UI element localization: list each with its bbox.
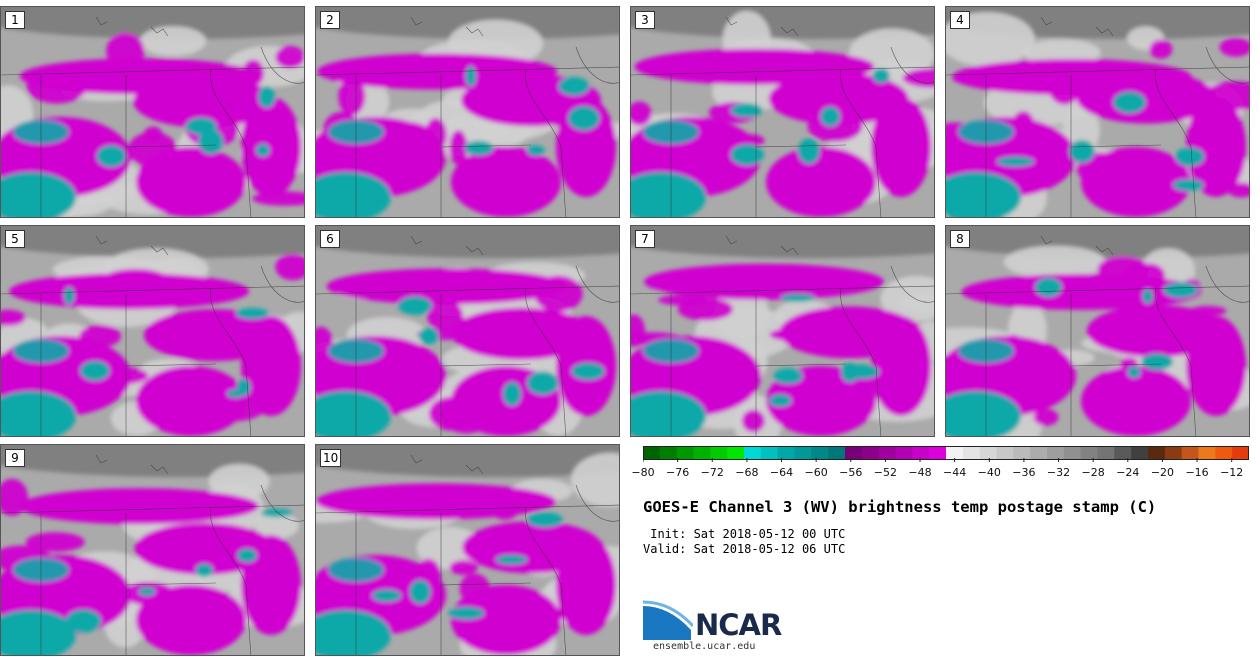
colorbar-tick-label: −68 xyxy=(735,466,759,479)
colorbar-swatch xyxy=(744,446,762,460)
panel-number: 6 xyxy=(320,230,340,248)
colorbar-tick-label: −16 xyxy=(1185,466,1209,479)
colorbar-swatch xyxy=(1232,446,1249,460)
colorbar-swatch xyxy=(710,446,728,460)
colorbar-swatch xyxy=(929,446,947,460)
colorbar-tick-label: −48 xyxy=(908,466,932,479)
colorbar-tick-label: −20 xyxy=(1150,466,1175,479)
member-panel: 4 xyxy=(945,6,1250,218)
valid-time: Valid: Sat 2018-05-12 06 UTC xyxy=(643,542,846,556)
colorbar-swatch xyxy=(996,446,1014,460)
colorbar-swatch xyxy=(811,446,829,460)
colorbar-tick-label: −52 xyxy=(873,466,897,479)
colorbar-swatch xyxy=(1164,446,1183,460)
colorbar-swatch xyxy=(1215,446,1233,460)
colorbar-swatch xyxy=(845,446,863,460)
panel-number: 3 xyxy=(635,11,655,29)
colorbar-swatch xyxy=(643,446,661,460)
colorbar-tick-label: −80 xyxy=(631,466,655,479)
member-panel: 3 xyxy=(630,6,935,218)
panel-number: 7 xyxy=(635,230,655,248)
colorbar-swatch xyxy=(1063,446,1082,460)
colorbar-swatch xyxy=(1148,446,1166,460)
water-vapor-map xyxy=(631,7,934,217)
colorbar-tick-label: −40 xyxy=(977,466,1001,479)
colorbar-swatch xyxy=(760,446,779,460)
member-panel: 7 xyxy=(630,225,935,437)
ncar-logo: NCAR ensemble.ucar.edu xyxy=(643,600,793,656)
member-panel: 6 xyxy=(315,225,620,437)
colorbar-swatch xyxy=(1114,446,1132,460)
colorbar-swatch xyxy=(962,446,981,460)
member-panel: 1 xyxy=(0,6,305,218)
colorbar-swatch xyxy=(1097,446,1115,460)
colorbar-tick-label: −32 xyxy=(1046,466,1071,479)
water-vapor-map xyxy=(1,445,304,655)
colorbar-swatch xyxy=(1030,446,1048,460)
colorbar-tick-label: −64 xyxy=(769,466,794,479)
water-vapor-map xyxy=(316,226,619,436)
colorbar-swatch xyxy=(1047,446,1065,460)
panel-number: 9 xyxy=(5,449,25,467)
panel-number: 1 xyxy=(5,11,25,29)
member-panel: 9 xyxy=(0,444,305,656)
panel-number: 10 xyxy=(320,449,342,467)
logo-url: ensemble.ucar.edu xyxy=(653,641,756,652)
water-vapor-map xyxy=(631,226,934,436)
colorbar-tick-label: −56 xyxy=(839,466,863,479)
panel-number: 8 xyxy=(950,230,970,248)
water-vapor-map xyxy=(1,7,304,217)
colorbar-swatches xyxy=(643,446,1249,462)
colorbar-tick-label: −72 xyxy=(700,466,724,479)
colorbar-swatch xyxy=(1013,446,1031,460)
colorbar-swatch xyxy=(727,446,745,460)
colorbar-swatch xyxy=(777,446,795,460)
colorbar-tick-label: −44 xyxy=(943,466,967,479)
colorbar-swatch xyxy=(878,446,896,460)
member-panel: 2 xyxy=(315,6,620,218)
colorbar-swatch xyxy=(659,446,678,460)
colorbar-swatch xyxy=(946,446,964,460)
colorbar-swatch xyxy=(861,446,880,460)
water-vapor-map xyxy=(316,7,619,217)
panel-number: 5 xyxy=(5,230,25,248)
colorbar-swatch xyxy=(1198,446,1216,460)
colorbar-swatch xyxy=(794,446,812,460)
member-panel: 10 xyxy=(315,444,620,656)
panel-number: 4 xyxy=(950,11,970,29)
colorbar-swatch xyxy=(828,446,846,460)
colorbar-swatch xyxy=(1181,446,1199,460)
water-vapor-map xyxy=(946,226,1249,436)
panel-number: 2 xyxy=(320,11,340,29)
colorbar-tick-label: −24 xyxy=(1116,466,1140,479)
colorbar: −80 −76 −72 −68 −64 −60 −56 −52 −48 −44 −40 −36 −32−… xyxy=(631,446,1249,486)
colorbar-tick-label: −12 xyxy=(1220,466,1244,479)
colorbar-tick-label: −60 xyxy=(804,466,828,479)
colorbar-tick-label: −28 xyxy=(1081,466,1105,479)
member-panel: 8 xyxy=(945,225,1250,437)
colorbar-border xyxy=(643,446,1249,460)
ncar-swoosh-icon xyxy=(643,600,693,640)
water-vapor-map xyxy=(1,226,304,436)
colorbar-swatch xyxy=(693,446,711,460)
water-vapor-map xyxy=(946,7,1249,217)
init-time: Init: Sat 2018-05-12 00 UTC xyxy=(643,527,846,541)
colorbar-swatch xyxy=(912,446,930,460)
colorbar-swatch xyxy=(895,446,913,460)
colorbar-swatch xyxy=(1080,446,1098,460)
member-panel: 5 xyxy=(0,225,305,437)
water-vapor-map xyxy=(316,445,619,655)
colorbar-tick-label: −76 xyxy=(666,466,690,479)
colorbar-tick-label: −36 xyxy=(1012,466,1036,479)
ncar-wordmark: NCAR xyxy=(695,608,782,642)
chart-title: GOES-E Channel 3 (WV) brightness temp po… xyxy=(643,498,1157,516)
colorbar-swatch xyxy=(979,446,997,460)
colorbar-swatch xyxy=(676,446,694,460)
colorbar-swatch xyxy=(1131,446,1149,460)
